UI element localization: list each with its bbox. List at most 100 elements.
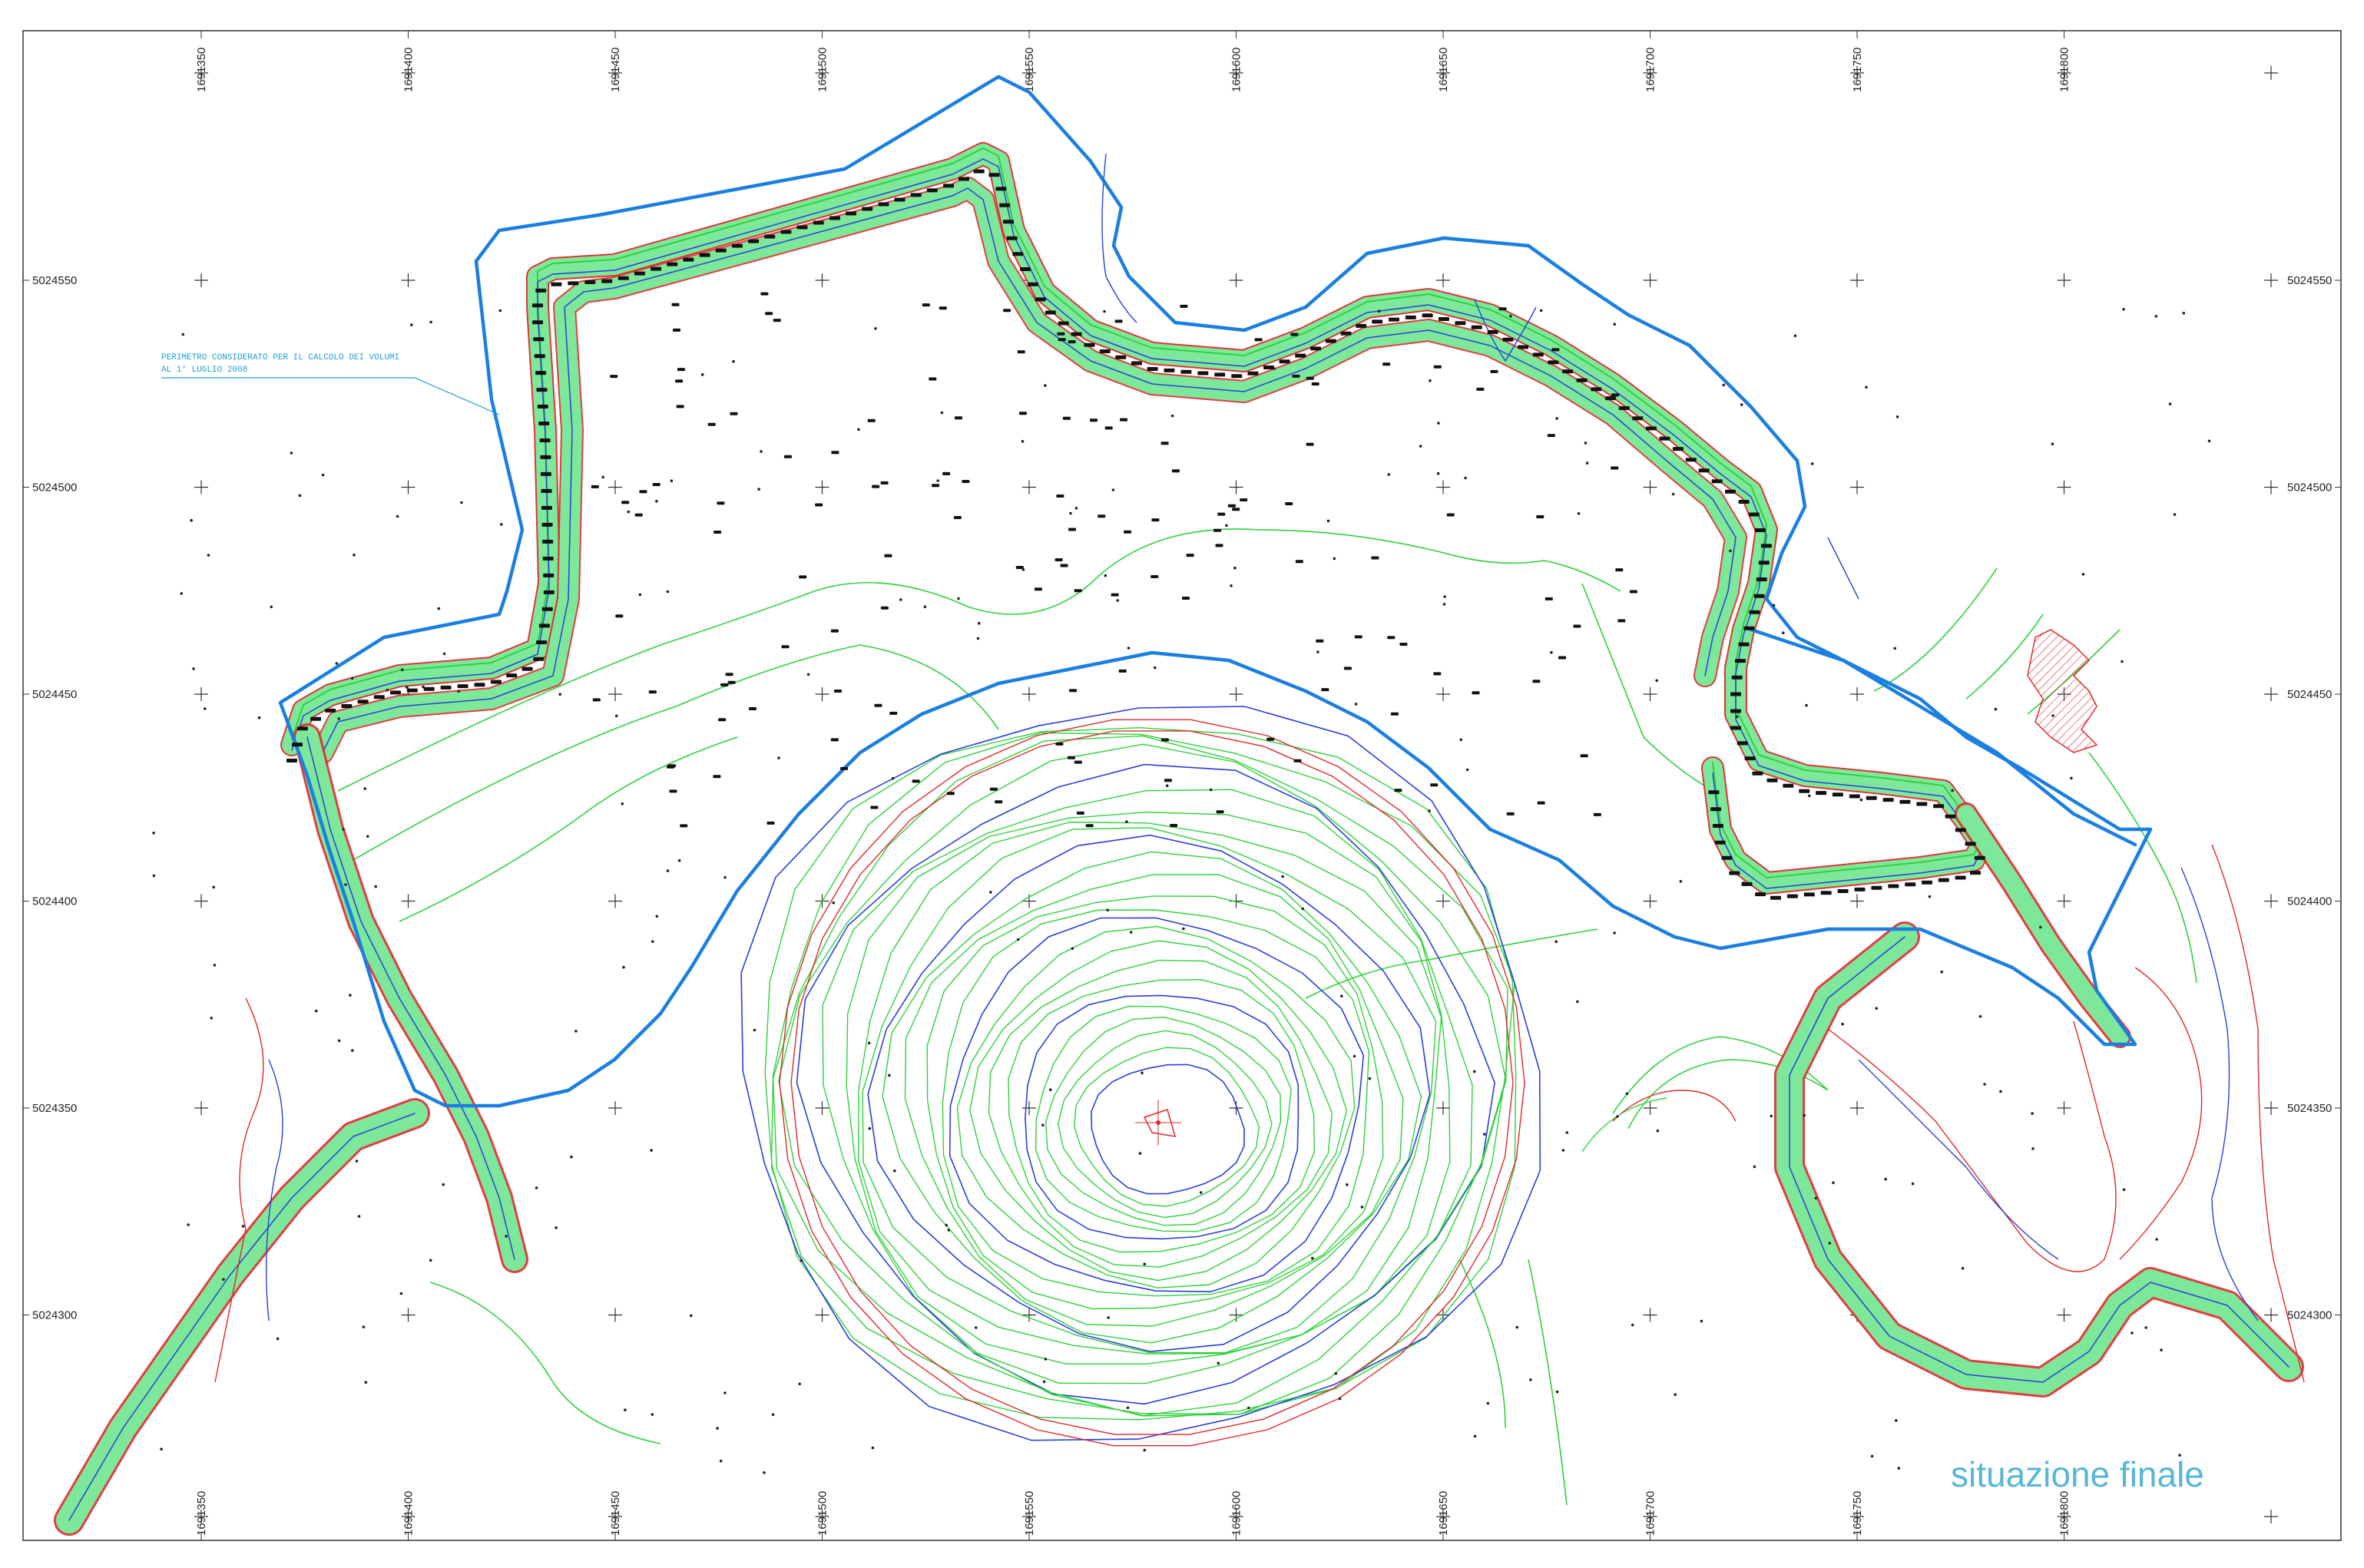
grid-cross xyxy=(2264,480,2278,495)
elevation-dot xyxy=(806,673,810,676)
x-tick-label-bottom: 1691750 xyxy=(1851,1491,1864,1536)
elevation-dot xyxy=(366,835,369,838)
elevation-dot xyxy=(1999,1090,2002,1093)
elevation-dot xyxy=(355,1159,359,1163)
survey-marker xyxy=(1551,348,1560,352)
elevation-dot xyxy=(1565,1131,1569,1134)
survey-marker xyxy=(1738,500,1750,504)
survey-marker xyxy=(1120,418,1127,422)
survey-marker xyxy=(440,685,452,690)
elevation-dot xyxy=(1459,738,1463,742)
elevation-dot xyxy=(1353,1054,1356,1058)
y-axis-labels-right: 5024550 5024500 5024450 5024400 5024350 50243… xyxy=(2287,274,2341,1322)
elevation-dot xyxy=(899,598,902,601)
grid-cross xyxy=(608,1510,622,1523)
survey-marker xyxy=(781,645,790,649)
survey-marker xyxy=(872,485,880,488)
pile-contour-ring xyxy=(1073,1047,1260,1207)
survey-marker xyxy=(1114,319,1123,323)
x-tick-label-top: 1691800 xyxy=(2058,48,2071,92)
elevation-dot xyxy=(777,756,780,759)
elevation-dot xyxy=(1103,309,1106,313)
x-tick-label-top: 1691450 xyxy=(609,48,622,92)
survey-marker xyxy=(1151,575,1159,578)
elevation-dot xyxy=(940,411,944,415)
survey-marker xyxy=(1068,340,1076,344)
survey-marker xyxy=(1182,597,1190,600)
survey-marker xyxy=(1439,317,1449,321)
survey-marker xyxy=(1730,692,1741,696)
survey-marker xyxy=(725,673,733,676)
grid-cross xyxy=(1643,894,1657,908)
survey-marker xyxy=(1618,406,1630,410)
elevation-dots xyxy=(152,308,2211,1474)
elevation-dot xyxy=(1897,1467,1901,1470)
survey-marker xyxy=(874,703,882,707)
survey-marker xyxy=(676,405,684,409)
survey-marker xyxy=(1012,252,1024,256)
survey-marker xyxy=(1548,360,1559,365)
elevation-dot xyxy=(276,1337,280,1341)
elevation-dot xyxy=(1613,931,1616,935)
elevation-dot xyxy=(700,373,704,376)
survey-marker xyxy=(541,505,552,510)
grid-cross xyxy=(608,1308,622,1322)
survey-marker xyxy=(541,488,552,493)
grid-cross xyxy=(815,480,829,495)
elevation-dot xyxy=(1125,820,1128,823)
elevation-dot xyxy=(888,1073,891,1077)
elevation-dot xyxy=(957,597,960,600)
elevation-dot xyxy=(270,605,273,609)
elevation-dot xyxy=(638,593,642,597)
survey-marker xyxy=(536,388,548,392)
survey-marker xyxy=(929,377,937,381)
survey-marker xyxy=(1151,518,1160,522)
elevation-dot xyxy=(374,885,378,888)
survey-marker xyxy=(1343,667,1352,670)
elevation-dot xyxy=(1143,1262,1146,1265)
x-tick-label-bottom: 1691450 xyxy=(609,1491,622,1536)
survey-marker xyxy=(671,303,680,306)
survey-marker xyxy=(995,800,1003,804)
x-tick-label-top: 1691650 xyxy=(1437,48,1450,92)
survey-marker xyxy=(880,606,889,610)
elevation-dot xyxy=(1107,1316,1110,1319)
elevation-dot xyxy=(1333,557,1336,561)
survey-marker xyxy=(1055,558,1063,561)
elevation-dot xyxy=(690,1314,693,1318)
elevation-dot xyxy=(1832,1181,1835,1185)
elevation-dot xyxy=(1182,927,1185,931)
survey-marker xyxy=(1006,236,1018,240)
grid-cross xyxy=(1850,1510,1864,1523)
survey-marker xyxy=(884,554,892,557)
survey-marker xyxy=(1069,689,1077,693)
elevation-dot xyxy=(1069,511,1072,515)
elevation-dot xyxy=(1021,568,1025,571)
elevation-dot xyxy=(651,1413,654,1416)
elevation-dot xyxy=(1106,908,1109,911)
grid-cross xyxy=(2057,273,2071,287)
survey-marker xyxy=(617,276,629,280)
elevation-dot xyxy=(2154,315,2158,318)
survey-marker xyxy=(1545,597,1553,600)
elevation-dot xyxy=(763,1471,766,1474)
elevation-dot xyxy=(891,776,895,780)
elevation-dot xyxy=(1230,584,1233,587)
survey-marker xyxy=(1295,353,1306,358)
survey-marker xyxy=(1916,802,1928,806)
grid-cross xyxy=(194,480,208,495)
elevation-dot xyxy=(1893,647,1896,650)
grid-cross xyxy=(401,1308,416,1322)
grid-cross xyxy=(1850,480,1864,495)
survey-marker xyxy=(1382,362,1391,366)
elevation-dot xyxy=(2122,308,2125,311)
elevation-dot xyxy=(800,1259,803,1262)
elevation-dot xyxy=(357,1215,361,1218)
grid-cross xyxy=(194,687,208,701)
survey-marker xyxy=(1060,564,1068,567)
survey-marker xyxy=(1820,891,1832,895)
grid-cross xyxy=(1643,273,1657,287)
survey-marker xyxy=(1293,759,1302,762)
survey-marker xyxy=(867,418,876,422)
survey-marker xyxy=(610,375,618,379)
